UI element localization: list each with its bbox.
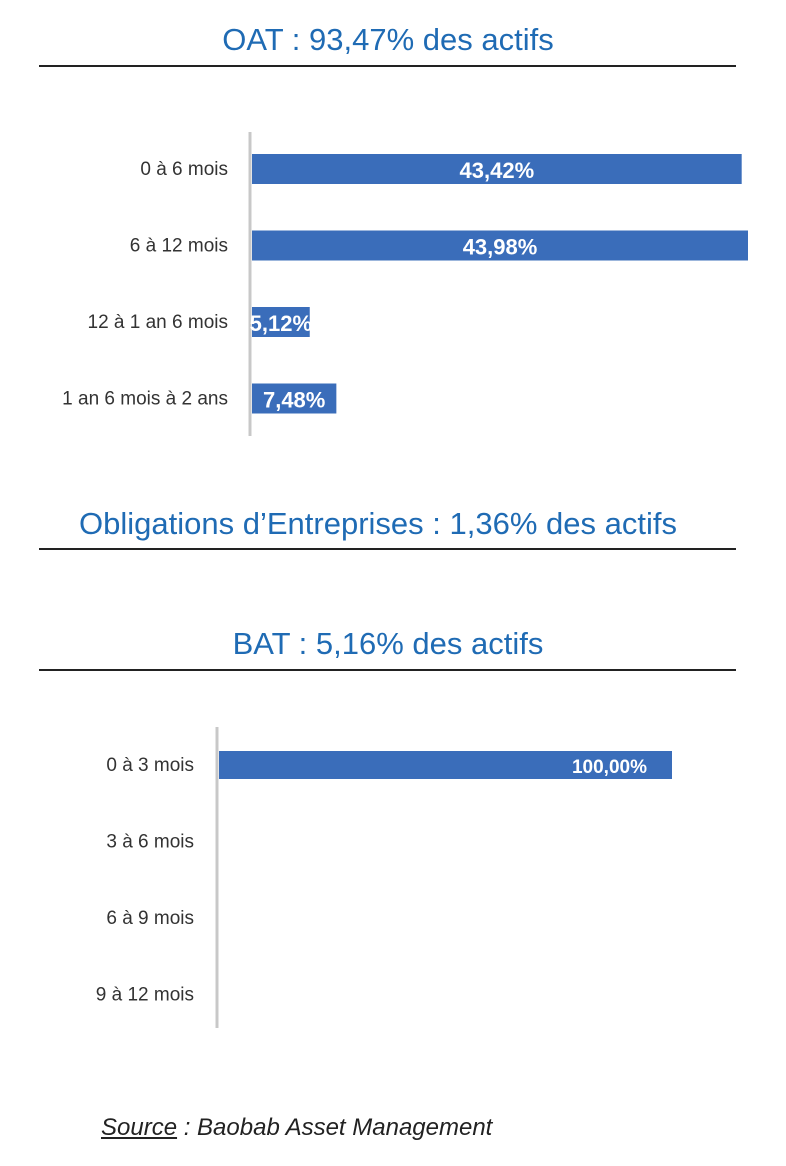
category-label: 12 à 1 an 6 mois bbox=[88, 312, 228, 333]
source-text: : Baobab Asset Management bbox=[177, 1114, 493, 1141]
bat-section-title: BAT : 5,16% des actifs bbox=[232, 626, 544, 661]
oat-title-rule bbox=[39, 65, 736, 67]
oat-section-title: OAT : 93,47% des actifs bbox=[222, 22, 554, 57]
obligations-section-title: Obligations d’Entreprises : 1,36% des ac… bbox=[79, 506, 677, 541]
bar bbox=[252, 154, 742, 184]
bar bbox=[219, 751, 672, 779]
category-label: 6 à 12 mois bbox=[130, 236, 228, 257]
category-label: 0 à 6 mois bbox=[140, 159, 228, 180]
bat-title-rule bbox=[39, 669, 736, 671]
value-label: 43,42% bbox=[460, 158, 535, 183]
source-note: Source : Baobab Asset Management bbox=[101, 1114, 492, 1142]
value-label: 7,48% bbox=[263, 388, 325, 413]
oat-bar-chart: 0 à 6 mois 43,42% 6 à 12 mois 43,98% 12 à 1 … bbox=[62, 132, 748, 436]
category-label: 9 à 12 mois bbox=[96, 985, 194, 1006]
category-label: 1 an 6 mois à 2 ans bbox=[62, 389, 228, 410]
bar bbox=[252, 383, 337, 414]
bar bbox=[252, 307, 310, 337]
value-label: 5,12% bbox=[250, 311, 312, 336]
value-label: 100,00% bbox=[572, 757, 647, 778]
bar bbox=[252, 230, 748, 261]
source-prefix: Source bbox=[101, 1114, 178, 1141]
category-label: 0 à 3 mois bbox=[106, 755, 194, 776]
category-label: 3 à 6 mois bbox=[106, 832, 194, 853]
value-label: 43,98% bbox=[463, 235, 538, 260]
bat-bar-chart: 0 à 3 mois 100,00% 3 à 6 mois 6 à 9 mois 9 à… bbox=[96, 727, 672, 1028]
obligations-title-rule bbox=[39, 548, 736, 550]
category-label: 6 à 9 mois bbox=[106, 908, 194, 929]
